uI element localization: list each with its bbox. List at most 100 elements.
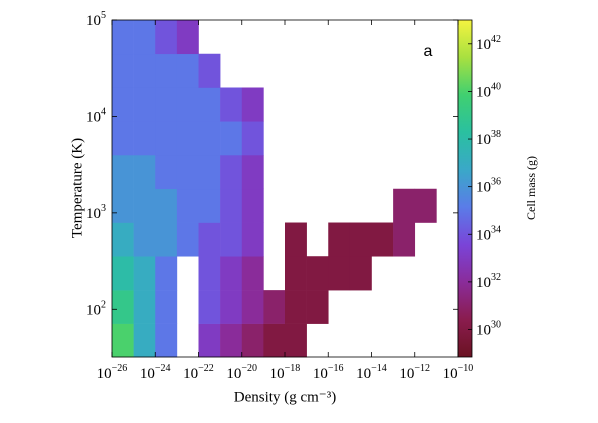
heatmap-cell	[285, 323, 307, 358]
x-tick-label: 10−18	[270, 363, 301, 382]
heatmap-cell	[220, 256, 243, 291]
colorbar-tick-label: 1032	[476, 272, 501, 291]
y-tick-label: 103	[86, 203, 106, 222]
heatmap-cell	[263, 323, 286, 358]
colorbar-label: Cell mass (g)	[524, 156, 538, 220]
heatmap-cell	[285, 222, 307, 257]
heatmap-cell	[198, 188, 221, 223]
colorbar-tick-label: 1042	[476, 34, 501, 53]
heatmap-cell	[155, 188, 178, 223]
heatmap-cell	[328, 256, 351, 291]
heatmap-cell	[176, 154, 199, 190]
heatmap-cell	[133, 154, 156, 190]
heatmap-cell	[155, 222, 178, 257]
heatmap-cell	[241, 222, 264, 257]
colorbar	[457, 19, 473, 358]
heatmap-cell	[220, 188, 243, 223]
heatmap-cell	[112, 323, 134, 358]
heatmap-cell	[176, 20, 199, 55]
heatmap-cell	[306, 256, 329, 291]
colorbar-tick-label: 1038	[476, 129, 501, 148]
heatmap-cell	[198, 87, 221, 122]
heatmap-cell	[263, 290, 286, 324]
heatmap-cell	[371, 222, 394, 257]
heatmap-cell	[220, 87, 243, 122]
heatmap-cell	[112, 290, 134, 324]
heatmap-cell	[155, 154, 178, 190]
heatmap-cell	[220, 154, 243, 190]
heatmap-cell	[220, 121, 243, 156]
heatmap-cell	[176, 53, 199, 88]
heatmap-cell	[133, 188, 156, 223]
heatmap-cell	[176, 87, 199, 122]
x-tick-label: 10−12	[399, 363, 430, 382]
heatmap-cell	[155, 323, 178, 358]
heatmap-cell	[306, 290, 329, 324]
heatmap-cell	[241, 121, 264, 156]
heatmap-cell	[241, 154, 264, 190]
heatmap-cell	[155, 121, 178, 156]
heatmap-cell	[220, 222, 243, 257]
heatmap-cell	[241, 87, 264, 122]
heatmap-cell	[155, 256, 178, 291]
panel-label: a	[424, 43, 433, 60]
heatmap	[112, 20, 437, 358]
heatmap-cell	[198, 53, 221, 88]
x-tick-label: 10−22	[183, 363, 214, 382]
heatmap-cell	[285, 290, 307, 324]
heatmap-cell	[112, 121, 134, 156]
x-axis-label: Density (g cm⁻³)	[234, 389, 336, 405]
heatmap-cell	[349, 256, 372, 291]
y-axis-label: Temperature (K)	[69, 138, 85, 238]
heatmap-cell	[241, 290, 264, 324]
heatmap-cell	[198, 121, 221, 156]
heatmap-cell	[112, 256, 134, 291]
heatmap-cell	[285, 256, 307, 291]
heatmap-cell	[112, 20, 134, 55]
heatmap-cell	[112, 188, 134, 223]
heatmap-cell	[176, 121, 199, 156]
heatmap-cell	[241, 256, 264, 291]
heatmap-cell	[112, 53, 134, 88]
colorbar-tick-label: 1030	[476, 320, 501, 339]
x-tick-label: 10−26	[97, 363, 128, 382]
heatmap-cell	[133, 53, 156, 88]
heatmap-cell	[241, 188, 264, 223]
colorbar-tick-label: 1034	[476, 225, 501, 244]
heatmap-cell	[112, 154, 134, 190]
heatmap-cell	[393, 222, 416, 257]
x-tick-label: 10−14	[356, 363, 387, 382]
heatmap-cell	[155, 53, 178, 88]
heatmap-cell	[349, 222, 372, 257]
colorbar-tick-label: 1040	[476, 82, 501, 101]
heatmap-cell	[133, 222, 156, 257]
heatmap-cell	[133, 256, 156, 291]
heatmap-cell	[220, 290, 243, 324]
heatmap-cell	[198, 222, 221, 257]
x-tick-label: 10−10	[443, 363, 474, 382]
heatmap-cell	[241, 323, 264, 358]
heatmap-cell	[155, 290, 178, 324]
heatmap-cell	[198, 290, 221, 324]
heatmap-cell	[112, 222, 134, 257]
heatmap-cell	[414, 188, 437, 223]
heatmap-cell	[176, 222, 199, 257]
x-tick-label: 10−16	[313, 363, 344, 382]
heatmap-cell	[155, 87, 178, 122]
x-tick-label: 10−24	[140, 363, 171, 382]
heatmap-cell	[198, 323, 221, 358]
heatmap-cell	[328, 222, 351, 257]
heatmap-cell	[112, 87, 134, 122]
heatmap-cell	[176, 188, 199, 223]
heatmap-cell	[133, 20, 156, 55]
heatmap-cell	[155, 20, 178, 55]
y-tick-label: 102	[86, 300, 106, 319]
heatmap-cell	[133, 87, 156, 122]
heatmap-cell	[133, 121, 156, 156]
heatmap-cell	[133, 323, 156, 358]
heatmap-cell	[198, 154, 221, 190]
y-tick-label: 104	[86, 107, 106, 126]
heatmap-cell	[198, 256, 221, 291]
x-tick-label: 10−20	[226, 363, 257, 382]
